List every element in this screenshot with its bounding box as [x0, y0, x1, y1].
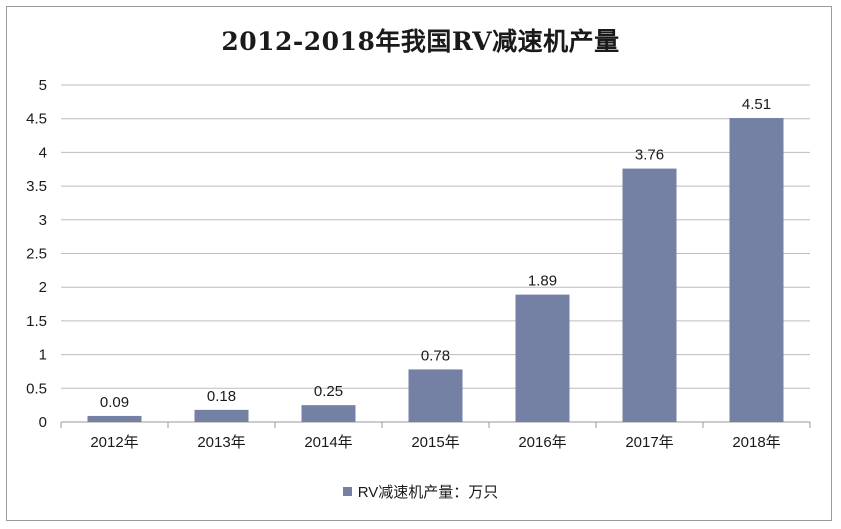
x-tick-label: 2012年 — [90, 434, 138, 451]
data-label: 0.25 — [314, 383, 343, 400]
chart-title: 2012-2018年我国RV减速机产量 — [221, 27, 620, 56]
y-tick-label: 5 — [39, 77, 47, 94]
chart-frame — [6, 6, 832, 521]
x-tick-label: 2017年 — [625, 434, 673, 451]
data-label: 3.76 — [635, 147, 664, 164]
x-tick-label: 2016年 — [518, 434, 566, 451]
bar — [729, 118, 784, 422]
legend-swatch — [342, 487, 352, 496]
legend: RV减速机产量：万只 — [0, 481, 841, 502]
bar — [408, 369, 463, 422]
data-label: 1.89 — [528, 273, 557, 290]
x-tick-label: 2018年 — [732, 434, 780, 451]
x-tick-label: 2013年 — [197, 434, 245, 451]
y-tick-label: 2.5 — [26, 246, 47, 263]
x-tick-label: 2015年 — [411, 434, 459, 451]
y-tick-label: 3 — [39, 212, 47, 229]
data-label: 0.18 — [207, 388, 236, 405]
y-tick-label: 2 — [39, 279, 47, 296]
y-tick-label: 3.5 — [26, 178, 47, 195]
data-label: 0.09 — [100, 394, 129, 411]
bar — [622, 168, 677, 422]
x-tick-label: 2014年 — [304, 434, 352, 451]
y-tick-label: 1 — [39, 347, 47, 364]
y-tick-label: 0.5 — [26, 380, 47, 397]
y-tick-label: 4.5 — [26, 111, 47, 128]
bar — [87, 415, 142, 422]
y-tick-label: 4 — [39, 144, 47, 161]
legend-label: RV减速机产量：万只 — [357, 484, 499, 501]
data-label: 4.51 — [742, 96, 771, 113]
data-label: 0.78 — [421, 347, 450, 364]
bar — [194, 409, 249, 422]
y-tick-label: 0 — [39, 414, 47, 431]
bar — [515, 294, 570, 422]
bar — [301, 405, 356, 422]
y-tick-label: 1.5 — [26, 313, 47, 330]
